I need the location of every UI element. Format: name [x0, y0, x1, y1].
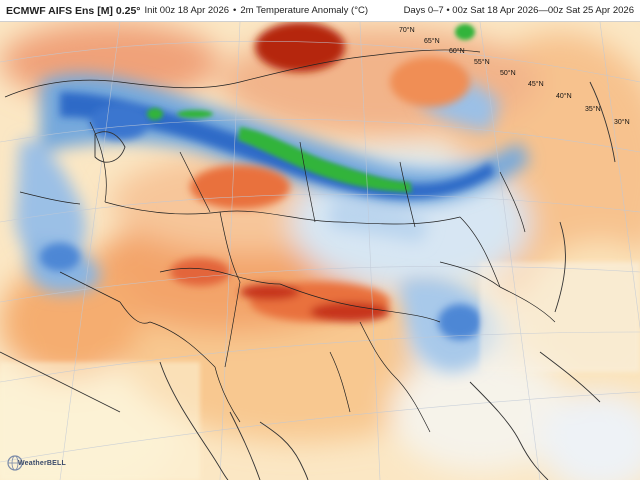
lat-label: 55°N: [474, 59, 490, 66]
lat-label: 50°N: [500, 70, 516, 77]
lat-label: 30°N: [614, 119, 630, 126]
init-time: Init 00z 18 Apr 2026: [144, 5, 230, 16]
logo-globe-icon: [7, 455, 23, 471]
graticule: [0, 22, 640, 480]
header-bar: ECMWF AIFS Ens [M] 0.25° Init 00z 18 Apr…: [0, 0, 640, 22]
header-separator: •: [233, 5, 237, 16]
anomaly-map: 70°N 65°N 60°N 55°N 50°N 45°N 40°N 35°N …: [0, 22, 640, 480]
lat-label: 65°N: [424, 38, 440, 45]
model-name: ECMWF AIFS Ens [M] 0.25°: [6, 4, 141, 17]
lat-label: 60°N: [449, 48, 465, 55]
weatherbell-logo: WeatherBELL: [6, 452, 94, 474]
anomaly-shading: [0, 22, 640, 480]
lat-label: 70°N: [399, 27, 415, 34]
extreme-cold-cores: [147, 24, 475, 192]
coastlines: [0, 81, 616, 480]
lat-label: 45°N: [528, 81, 544, 88]
field-name: 2m Temperature Anomaly (°C): [240, 5, 369, 16]
logo-wordmark: WeatherBELL: [18, 460, 66, 467]
lat-label: 40°N: [556, 93, 572, 100]
valid-period: Days 0–7 • 00z Sat 18 Apr 2026—00z Sat 2…: [403, 5, 634, 16]
country-borders: [4, 49, 556, 433]
map-canvas: [0, 22, 640, 480]
lat-label: 35°N: [585, 106, 601, 113]
